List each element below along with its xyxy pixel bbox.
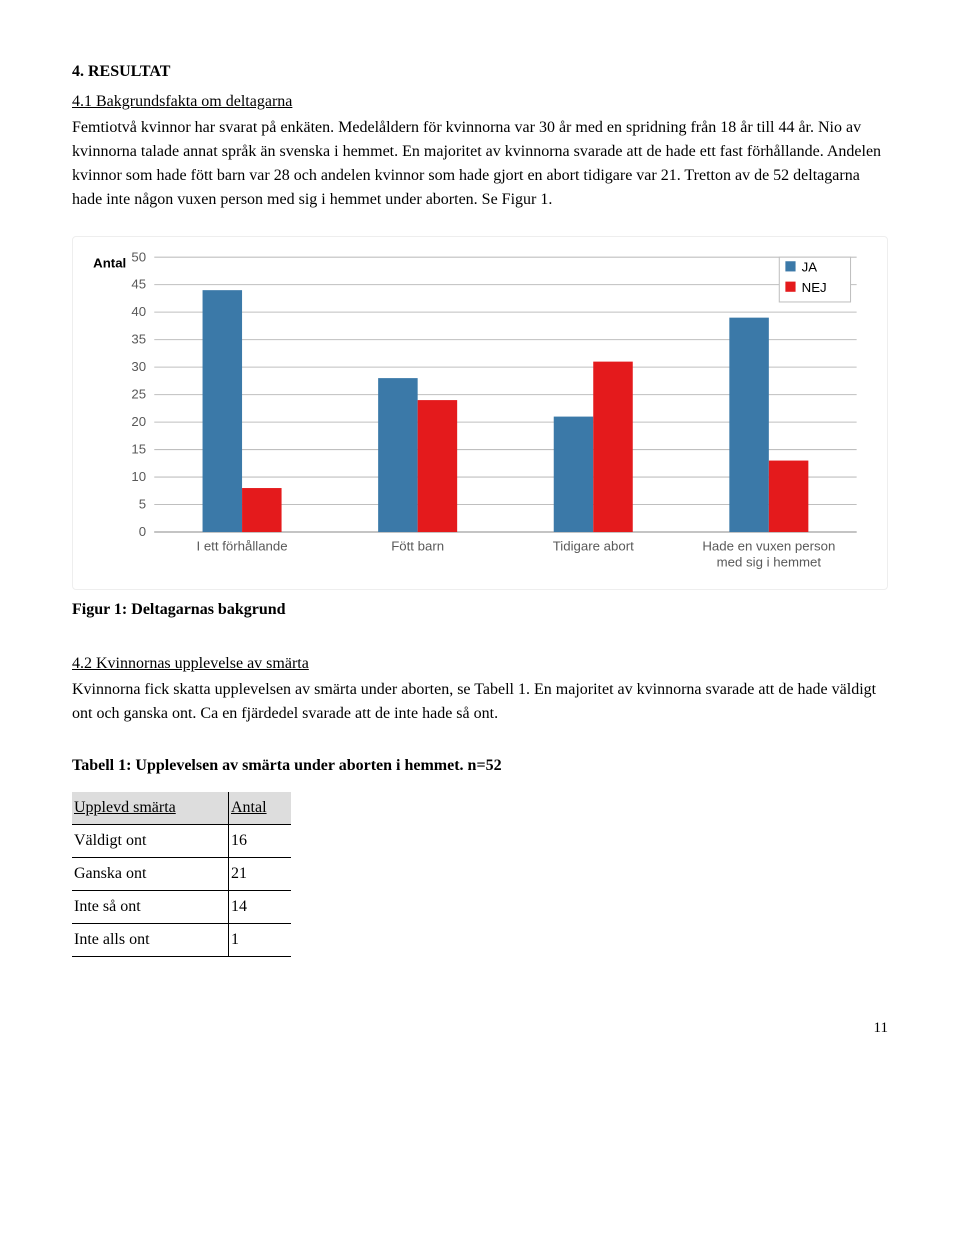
table-cell: Inte så ont bbox=[72, 890, 229, 923]
svg-text:JA: JA bbox=[802, 259, 818, 274]
svg-text:I ett förhållande: I ett förhållande bbox=[196, 538, 287, 553]
section-heading-main: 4. RESULTAT bbox=[72, 60, 888, 84]
table-cell: 14 bbox=[229, 890, 291, 923]
svg-text:5: 5 bbox=[139, 497, 146, 512]
section-heading-42: 4.2 Kvinnornas upplevelse av smärta bbox=[72, 652, 888, 676]
page-number: 11 bbox=[72, 1017, 888, 1040]
table-header-row: Upplevd smärta Antal bbox=[72, 792, 291, 825]
table-1: Upplevd smärta Antal Väldigt ont16Ganska… bbox=[72, 792, 291, 957]
svg-text:med sig i hemmet: med sig i hemmet bbox=[717, 555, 822, 570]
svg-text:15: 15 bbox=[131, 442, 146, 457]
section-heading-41: 4.1 Bakgrundsfakta om deltagarna bbox=[72, 90, 888, 114]
bar-chart-svg: 0 5 10 15 20 25 30 35 40 45 50 Antal I ett förhållan… bbox=[83, 247, 877, 583]
table-row: Inte alls ont1 bbox=[72, 923, 291, 956]
svg-text:20: 20 bbox=[131, 414, 146, 429]
paragraph-42: Kvinnorna fick skatta upplevelsen av smä… bbox=[72, 678, 888, 726]
table-col-1: Antal bbox=[229, 792, 291, 825]
table-cell: 21 bbox=[229, 857, 291, 890]
svg-text:NEJ: NEJ bbox=[802, 280, 827, 295]
svg-text:25: 25 bbox=[131, 387, 146, 402]
table-cell: 16 bbox=[229, 824, 291, 857]
svg-text:Hade en vuxen person: Hade en vuxen person bbox=[702, 538, 835, 553]
svg-text:Fött barn: Fött barn bbox=[391, 538, 444, 553]
svg-text:50: 50 bbox=[131, 249, 146, 264]
table-cell: Väldigt ont bbox=[72, 824, 229, 857]
table-1-title: Tabell 1: Upplevelsen av smärta under ab… bbox=[72, 754, 888, 778]
table-row: Väldigt ont16 bbox=[72, 824, 291, 857]
svg-text:Antal: Antal bbox=[93, 255, 126, 270]
table-col-0: Upplevd smärta bbox=[72, 792, 229, 825]
table-row: Ganska ont21 bbox=[72, 857, 291, 890]
table-cell: Inte alls ont bbox=[72, 923, 229, 956]
svg-text:35: 35 bbox=[131, 332, 146, 347]
svg-text:30: 30 bbox=[131, 359, 146, 374]
figure-1-caption: Figur 1: Deltagarnas bakgrund bbox=[72, 598, 888, 622]
table-row: Inte så ont14 bbox=[72, 890, 291, 923]
table-cell: Ganska ont bbox=[72, 857, 229, 890]
svg-text:45: 45 bbox=[131, 277, 146, 292]
table-cell: 1 bbox=[229, 923, 291, 956]
svg-text:10: 10 bbox=[131, 469, 146, 484]
svg-text:40: 40 bbox=[131, 304, 146, 319]
svg-text:0: 0 bbox=[139, 524, 146, 539]
chart-figure-1: 0 5 10 15 20 25 30 35 40 45 50 Antal I ett förhållan… bbox=[72, 236, 888, 590]
paragraph-41: Femtiotvå kvinnor har svarat på enkäten.… bbox=[72, 116, 888, 212]
svg-text:Tidigare abort: Tidigare abort bbox=[553, 538, 634, 553]
